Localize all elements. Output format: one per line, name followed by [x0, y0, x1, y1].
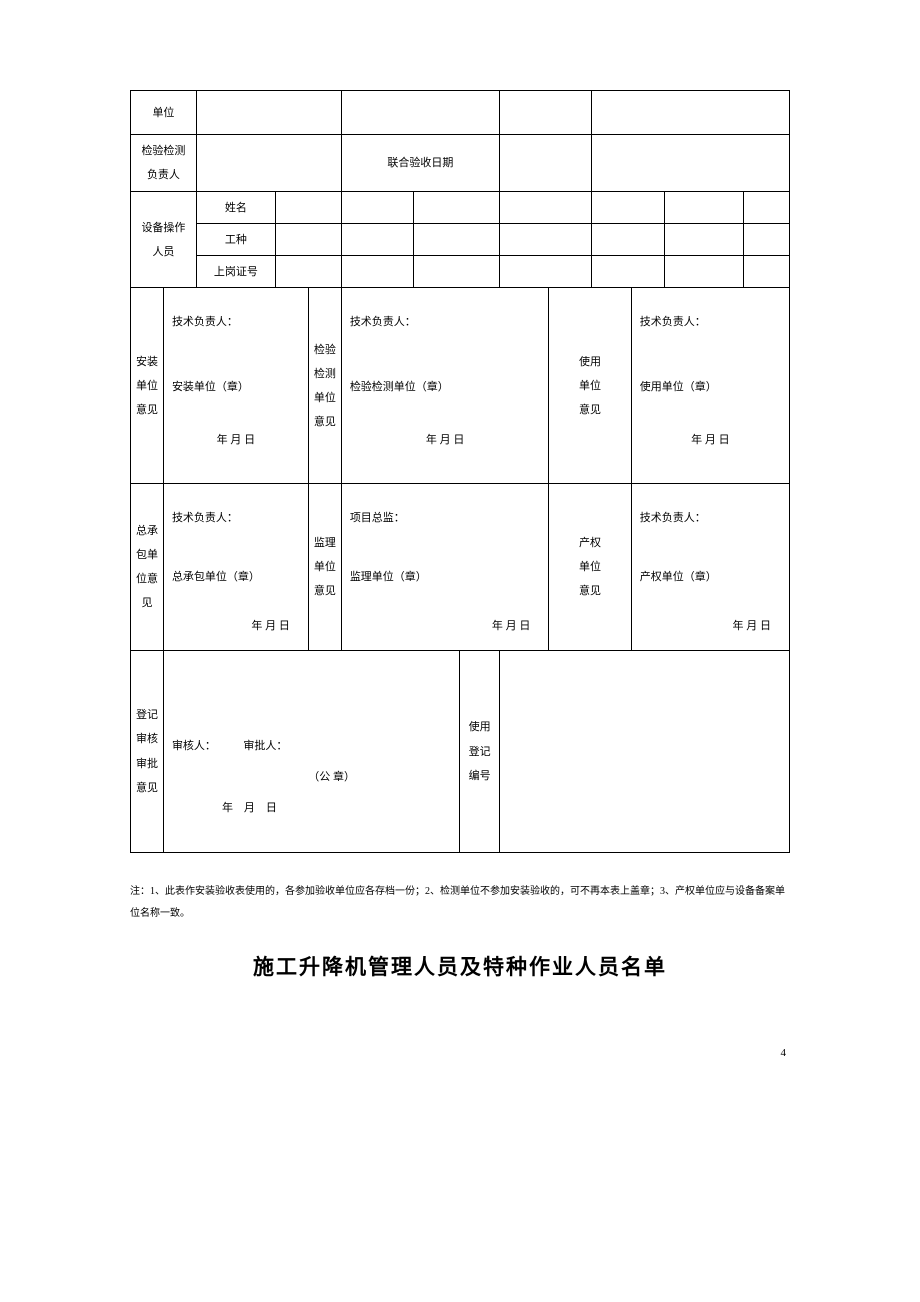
op-cert-4	[499, 256, 591, 288]
row-unit-label: 单位	[131, 91, 197, 135]
op-cert-2	[341, 256, 413, 288]
install-opinion-body: 技术负责人： 安装单位（章） 年 月 日	[163, 288, 308, 484]
inspect-opinion-head: 检验检测单位意见	[308, 288, 341, 484]
op-type-2	[341, 224, 413, 256]
op-type-5	[592, 224, 664, 256]
op-type-3	[414, 224, 500, 256]
row-inspector-label: 检验检测负责人	[131, 135, 197, 192]
op-name-label: 姓名	[196, 192, 275, 224]
inspector-val-2	[499, 135, 591, 192]
op-name-3	[414, 192, 500, 224]
unit-cell-1	[196, 91, 341, 135]
op-name-6	[664, 192, 743, 224]
op-name-1	[275, 192, 341, 224]
inspector-val-3	[592, 135, 790, 192]
op-name-5	[592, 192, 664, 224]
install-opinion-head: 安装单位意见	[131, 288, 164, 484]
op-cert-7	[743, 256, 789, 288]
op-cert-3	[414, 256, 500, 288]
row-operator-label: 设备操作人员	[131, 192, 197, 288]
supervise-opinion-body: 项目总监： 监理单位（章） 年 月 日	[341, 484, 549, 651]
op-name-7	[743, 192, 789, 224]
acceptance-form-table: 单位 检验检测负责人 联合验收日期 设备操作人员 姓名 工种	[130, 90, 790, 853]
supervise-opinion-head: 监理单位意见	[308, 484, 341, 651]
unit-cell-3	[499, 91, 591, 135]
approval-head: 登记审核审批意见	[131, 651, 164, 853]
reg-number-body	[499, 651, 789, 853]
op-type-label: 工种	[196, 224, 275, 256]
inspect-opinion-body: 技术负责人： 检验检测单位（章） 年 月 日	[341, 288, 549, 484]
joint-accept-date-label: 联合验收日期	[341, 135, 499, 192]
op-name-4	[499, 192, 591, 224]
inspector-val-1	[196, 135, 341, 192]
op-cert-5	[592, 256, 664, 288]
approval-body: 审核人： 审批人： （公 章） 年 月 日	[163, 651, 459, 853]
contractor-opinion-head: 总承包单位意见	[131, 484, 164, 651]
op-type-7	[743, 224, 789, 256]
property-opinion-body: 技术负责人： 产权单位（章） 年 月 日	[631, 484, 789, 651]
op-type-6	[664, 224, 743, 256]
property-opinion-head: 产权单位意见	[549, 484, 631, 651]
op-cert-1	[275, 256, 341, 288]
reg-number-head: 使用登记编号	[460, 651, 500, 853]
use-opinion-body: 技术负责人： 使用单位（章） 年 月 日	[631, 288, 789, 484]
unit-cell-4	[592, 91, 790, 135]
contractor-opinion-body: 技术负责人： 总承包单位（章） 年 月 日	[163, 484, 308, 651]
op-cert-6	[664, 256, 743, 288]
op-cert-label: 上岗证号	[196, 256, 275, 288]
unit-cell-2	[341, 91, 499, 135]
op-name-2	[341, 192, 413, 224]
use-opinion-head: 使用单位意见	[549, 288, 631, 484]
footnote-text: 注：1、此表作安装验收表使用的，各参加验收单位应各存档一份；2、检测单位不参加安…	[130, 881, 790, 925]
page-number: 4	[130, 1045, 790, 1063]
op-type-4	[499, 224, 591, 256]
section-title: 施工升降机管理人员及特种作业人员名单	[130, 951, 790, 985]
op-type-1	[275, 224, 341, 256]
